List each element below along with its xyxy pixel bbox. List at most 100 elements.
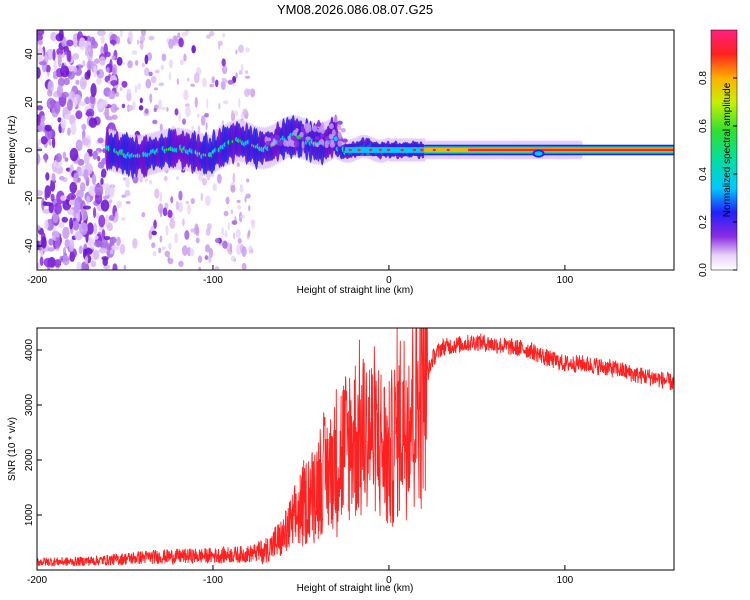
- noise-blob: [178, 202, 183, 213]
- noise-blob: [194, 223, 199, 235]
- noise-blob: [83, 168, 89, 181]
- band-blob: [265, 140, 271, 146]
- noise-blob: [111, 55, 116, 61]
- snr-x-ticks: -200 -100 0 100: [27, 565, 574, 586]
- noise-blob: [119, 87, 123, 92]
- noise-blob: [161, 106, 166, 111]
- noise-blob: [123, 61, 126, 66]
- noise-blob: [178, 190, 183, 201]
- noise-blob: [136, 39, 140, 45]
- snr-x-tick-label: -200: [27, 575, 47, 586]
- noise-blob: [58, 30, 64, 41]
- band-blob: [337, 140, 343, 147]
- band-blob: [324, 140, 329, 149]
- noise-blob: [63, 77, 70, 86]
- noise-blob: [92, 207, 97, 219]
- noise-blob: [72, 217, 76, 222]
- band-blob: [312, 125, 318, 132]
- noise-blob: [202, 77, 207, 88]
- noise-blob: [141, 62, 145, 68]
- noise-blob: [163, 175, 168, 182]
- chart-title: YM08.2026.086.08.07.G25: [277, 2, 433, 17]
- spectrogram-x-tick-label: 100: [557, 275, 574, 286]
- band-cyan: [333, 136, 338, 142]
- noise-blob: [55, 153, 62, 163]
- noise-blob: [248, 245, 253, 254]
- noise-blob: [85, 195, 91, 204]
- noise-blob: [109, 249, 114, 255]
- noise-blob: [132, 101, 136, 111]
- noise-blob: [154, 69, 160, 74]
- noise-blob: [85, 111, 93, 117]
- band-blob: [336, 124, 342, 131]
- noise-blob: [110, 237, 115, 246]
- noise-blob: [137, 82, 141, 90]
- noise-blob: [39, 250, 44, 259]
- spectrogram-x-tick-label: -200: [27, 275, 47, 286]
- noise-blob: [103, 43, 108, 56]
- noise-blob: [61, 91, 69, 98]
- noise-blob: [121, 103, 126, 109]
- noise-blob: [78, 245, 83, 254]
- noise-blob: [97, 137, 104, 144]
- noise-blob: [115, 91, 119, 97]
- noise-blob: [198, 266, 202, 270]
- noise-blob: [222, 32, 226, 38]
- noise-blob: [119, 243, 126, 255]
- band-blob: [338, 133, 342, 139]
- band-blob: [340, 128, 346, 133]
- noise-blob: [47, 89, 53, 97]
- noise-blob: [128, 104, 134, 112]
- noise-blob: [69, 181, 78, 194]
- noise-blob: [183, 53, 187, 62]
- noise-blob: [67, 99, 73, 111]
- noise-blob: [105, 115, 113, 121]
- colorbar-tick-label: 0.0: [698, 263, 709, 277]
- noise-blob: [106, 222, 113, 232]
- noise-blob: [177, 32, 181, 39]
- noise-blob: [48, 238, 54, 246]
- colorbar-tick-label: 0.2: [698, 215, 709, 229]
- noise-blob: [76, 261, 82, 270]
- noise-blob: [42, 208, 51, 214]
- noise-blob: [84, 262, 90, 270]
- noise-blob: [75, 139, 83, 152]
- noise-blob: [111, 114, 118, 120]
- noise-blob: [110, 80, 119, 86]
- snr-series-line: [37, 328, 674, 567]
- noise-blob: [175, 176, 180, 181]
- noise-blob: [121, 194, 127, 198]
- noise-blob: [43, 257, 53, 268]
- noise-blob: [92, 150, 98, 160]
- noise-blob: [120, 217, 126, 221]
- noise-blob: [50, 31, 57, 42]
- signal-dot: [378, 148, 382, 152]
- spectrogram-y-tick-label: 20: [24, 96, 35, 108]
- noise-blob: [96, 70, 100, 75]
- snr-y-tick-label: 3000: [24, 393, 35, 416]
- noise-blob: [51, 173, 56, 182]
- noise-blob: [113, 106, 120, 111]
- noise-blob: [99, 238, 109, 251]
- noise-blob: [162, 207, 168, 217]
- noise-blob: [223, 210, 229, 217]
- noise-blob: [100, 45, 104, 56]
- noise-blob: [84, 255, 89, 265]
- noise-blob: [208, 254, 212, 264]
- band-blob: [328, 133, 334, 140]
- noise-blob: [37, 105, 43, 111]
- noise-blob: [38, 139, 42, 145]
- noise-blob: [116, 200, 122, 208]
- noise-blob: [222, 100, 229, 105]
- noise-blob: [50, 193, 55, 202]
- noise-blob: [116, 236, 121, 246]
- noise-blob: [52, 70, 57, 77]
- noise-blob: [178, 111, 181, 123]
- noise-blob: [56, 48, 64, 56]
- noise-blob: [237, 205, 242, 210]
- noise-blob: [89, 94, 96, 105]
- noise-blob: [148, 35, 155, 41]
- noise-blob: [205, 122, 208, 131]
- noise-blob: [40, 115, 46, 122]
